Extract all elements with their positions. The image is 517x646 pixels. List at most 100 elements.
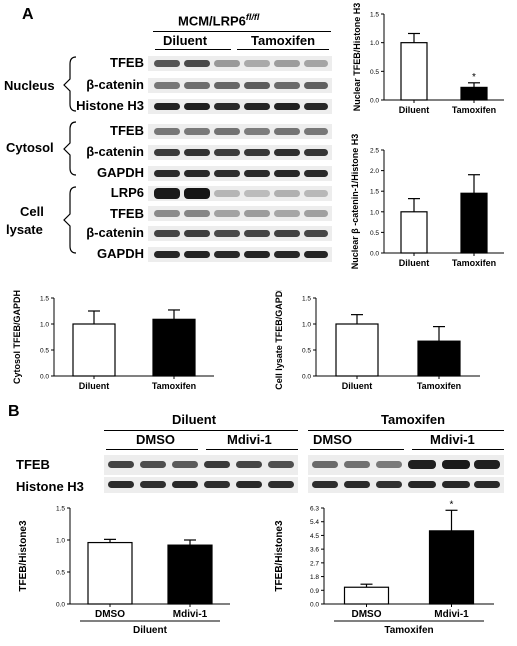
row-label-tfeb-nucleus: TFEB bbox=[110, 55, 144, 70]
brace-lysate bbox=[63, 186, 77, 254]
y-tick-label: 0.0 bbox=[56, 602, 65, 609]
group-label-diluent: Diluent bbox=[163, 33, 208, 48]
y-tick-label: 1.0 bbox=[40, 322, 49, 329]
x-tick-label: Tamoxifen bbox=[417, 381, 461, 391]
row-label-bcatenin-nucleus: β-catenin bbox=[86, 77, 144, 92]
x-tick-label: Diluent bbox=[342, 381, 373, 391]
y-tick-label: 1.5 bbox=[302, 296, 311, 303]
bar bbox=[400, 211, 428, 254]
blot-header-superscript: fl/fl bbox=[245, 12, 260, 22]
b-blot-tfeb-right bbox=[308, 455, 504, 475]
chart-cytosol-tfeb: 0.0 0.5 1.0 1.5 Cytosol TFEB/GAPDH Diluent Tam… bbox=[12, 290, 214, 391]
blot-tfeb-nucleus bbox=[148, 56, 332, 71]
header-underline bbox=[153, 31, 331, 32]
b-subgroup-mdivi-1: Mdivi-1 bbox=[227, 432, 272, 447]
y-axis-label: Cytosol TFEB/GAPDH bbox=[12, 290, 22, 384]
y-tick-label: 1.0 bbox=[370, 209, 379, 216]
row-label-lrp6: LRP6 bbox=[110, 185, 144, 200]
panel-b-letter: B bbox=[8, 403, 20, 420]
y-tick-label: 0.0 bbox=[370, 251, 379, 258]
b-diluent-underline bbox=[104, 430, 298, 431]
b-subgroup-dmso-2: DMSO bbox=[313, 432, 352, 447]
y-tick-label: 1.0 bbox=[56, 538, 65, 545]
y-axis-label: Cell lysate TFEB/GAPDH bbox=[274, 290, 284, 390]
group-label-tamoxifen: Tamoxifen bbox=[251, 33, 316, 48]
y-axis-label: Nuclear β -catenin-1/Histone H3 bbox=[350, 134, 360, 270]
b-dmso1-underline bbox=[106, 449, 198, 450]
y-tick-label: 1.5 bbox=[40, 296, 49, 303]
b-row-label-tfeb: TFEB bbox=[16, 457, 50, 472]
bar bbox=[460, 192, 488, 254]
chart-lysate-tfeb: 0.0 0.5 1.0 1.5 Cell lysate TFEB/GAPDH Diluen… bbox=[274, 290, 480, 391]
y-tick-label: 5.4 bbox=[310, 519, 319, 526]
diluent-underline bbox=[155, 49, 231, 50]
y-tick-label: 0.0 bbox=[40, 374, 49, 381]
y-axis-label: Nuclear TFEB/Histone H3 bbox=[352, 3, 362, 112]
significance-label: * bbox=[472, 72, 476, 83]
row-label-histone-h3: Histone H3 bbox=[76, 98, 144, 113]
section-label-lysate: lysate bbox=[6, 222, 43, 237]
x-tick-label: Tamoxifen bbox=[452, 258, 496, 268]
row-label-tfeb-cytosol: TFEB bbox=[110, 123, 144, 138]
row-label-bcatenin-lysate: β-catenin bbox=[86, 225, 144, 240]
significance-label: * bbox=[450, 499, 454, 510]
blot-gapdh-lysate bbox=[148, 247, 332, 262]
y-tick-label: 2.7 bbox=[310, 560, 319, 567]
x-tick-label: DMSO bbox=[95, 609, 125, 620]
bar bbox=[400, 42, 428, 101]
b-blot-histone-right bbox=[308, 477, 504, 493]
bar bbox=[417, 340, 461, 377]
y-tick-label: 3.6 bbox=[310, 547, 319, 554]
section-label-cytosol: Cytosol bbox=[6, 140, 54, 155]
y-tick-label: 0.9 bbox=[310, 588, 319, 595]
b-subgroup-dmso-1: DMSO bbox=[136, 432, 175, 447]
bar bbox=[87, 541, 133, 605]
blot-header: MCM/LRP6fl/fl bbox=[178, 12, 259, 28]
chart-nuclear-bcatenin: 0.0 0.5 1.0 1.5 2.0 2.5 Nuclear β -catenin-1/H… bbox=[350, 134, 504, 270]
y-tick-label: 1.8 bbox=[310, 574, 319, 581]
y-tick-label: 6.3 bbox=[310, 506, 319, 513]
x-tick-label: Diluent bbox=[79, 381, 110, 391]
bar bbox=[460, 86, 488, 101]
x-tick-label: Tamoxifen bbox=[452, 105, 496, 115]
y-tick-label: 1.0 bbox=[302, 322, 311, 329]
b-group-label-diluent: Diluent bbox=[172, 412, 217, 427]
blot-header-text: MCM/LRP6 bbox=[178, 13, 246, 29]
x-tick-label: DMSO bbox=[352, 609, 382, 620]
b-blot-histone-left bbox=[104, 477, 298, 493]
y-tick-label: 4.5 bbox=[310, 533, 319, 540]
chart-b-diluent: 0.0 0.5 1.0 1.5 TFEB/Histone3 DMSO Mdivi-1 Dilu… bbox=[18, 506, 230, 636]
y-tick-label: 0.5 bbox=[302, 348, 311, 355]
b-dmso2-underline bbox=[310, 449, 404, 450]
b-blot-tfeb-left bbox=[104, 455, 298, 475]
b-group-label-tamoxifen: Tamoxifen bbox=[381, 412, 446, 427]
y-tick-label: 1.5 bbox=[370, 12, 379, 19]
section-label-cell: Cell bbox=[20, 204, 44, 219]
y-tick-label: 0.5 bbox=[370, 69, 379, 76]
section-label-nucleus: Nucleus bbox=[4, 78, 55, 93]
group-label: Diluent bbox=[133, 625, 168, 636]
b-mdivi2-underline bbox=[412, 449, 504, 450]
chart-b-tamoxifen: 0.0 0.9 1.8 2.7 3.6 4.5 5.4 6.3 TFEB/Histone3 DMS… bbox=[274, 499, 494, 636]
bar bbox=[72, 323, 116, 377]
x-tick-label: Mdivi-1 bbox=[434, 609, 469, 620]
bar bbox=[152, 318, 196, 377]
y-tick-label: 0.0 bbox=[310, 602, 319, 609]
row-label-bcatenin-cytosol: β-catenin bbox=[86, 144, 144, 159]
row-label-gapdh-cytosol: GAPDH bbox=[97, 165, 144, 180]
y-axis-label: TFEB/Histone3 bbox=[18, 520, 29, 592]
b-row-label-histone: Histone H3 bbox=[16, 479, 84, 494]
y-tick-label: 2.5 bbox=[370, 148, 379, 155]
blot-bcatenin-lysate bbox=[148, 226, 332, 241]
bar bbox=[167, 544, 213, 605]
blot-tfeb-lysate bbox=[148, 206, 332, 221]
y-tick-label: 0.5 bbox=[370, 230, 379, 237]
y-tick-label: 0.0 bbox=[302, 374, 311, 381]
bar bbox=[343, 586, 390, 605]
brace-nucleus bbox=[63, 56, 77, 112]
y-tick-label: 1.5 bbox=[370, 189, 379, 196]
b-subgroup-mdivi-2: Mdivi-1 bbox=[430, 432, 475, 447]
blot-lrp6 bbox=[148, 186, 332, 201]
y-tick-label: 1.5 bbox=[56, 506, 65, 513]
y-tick-label: 1.0 bbox=[370, 40, 379, 47]
